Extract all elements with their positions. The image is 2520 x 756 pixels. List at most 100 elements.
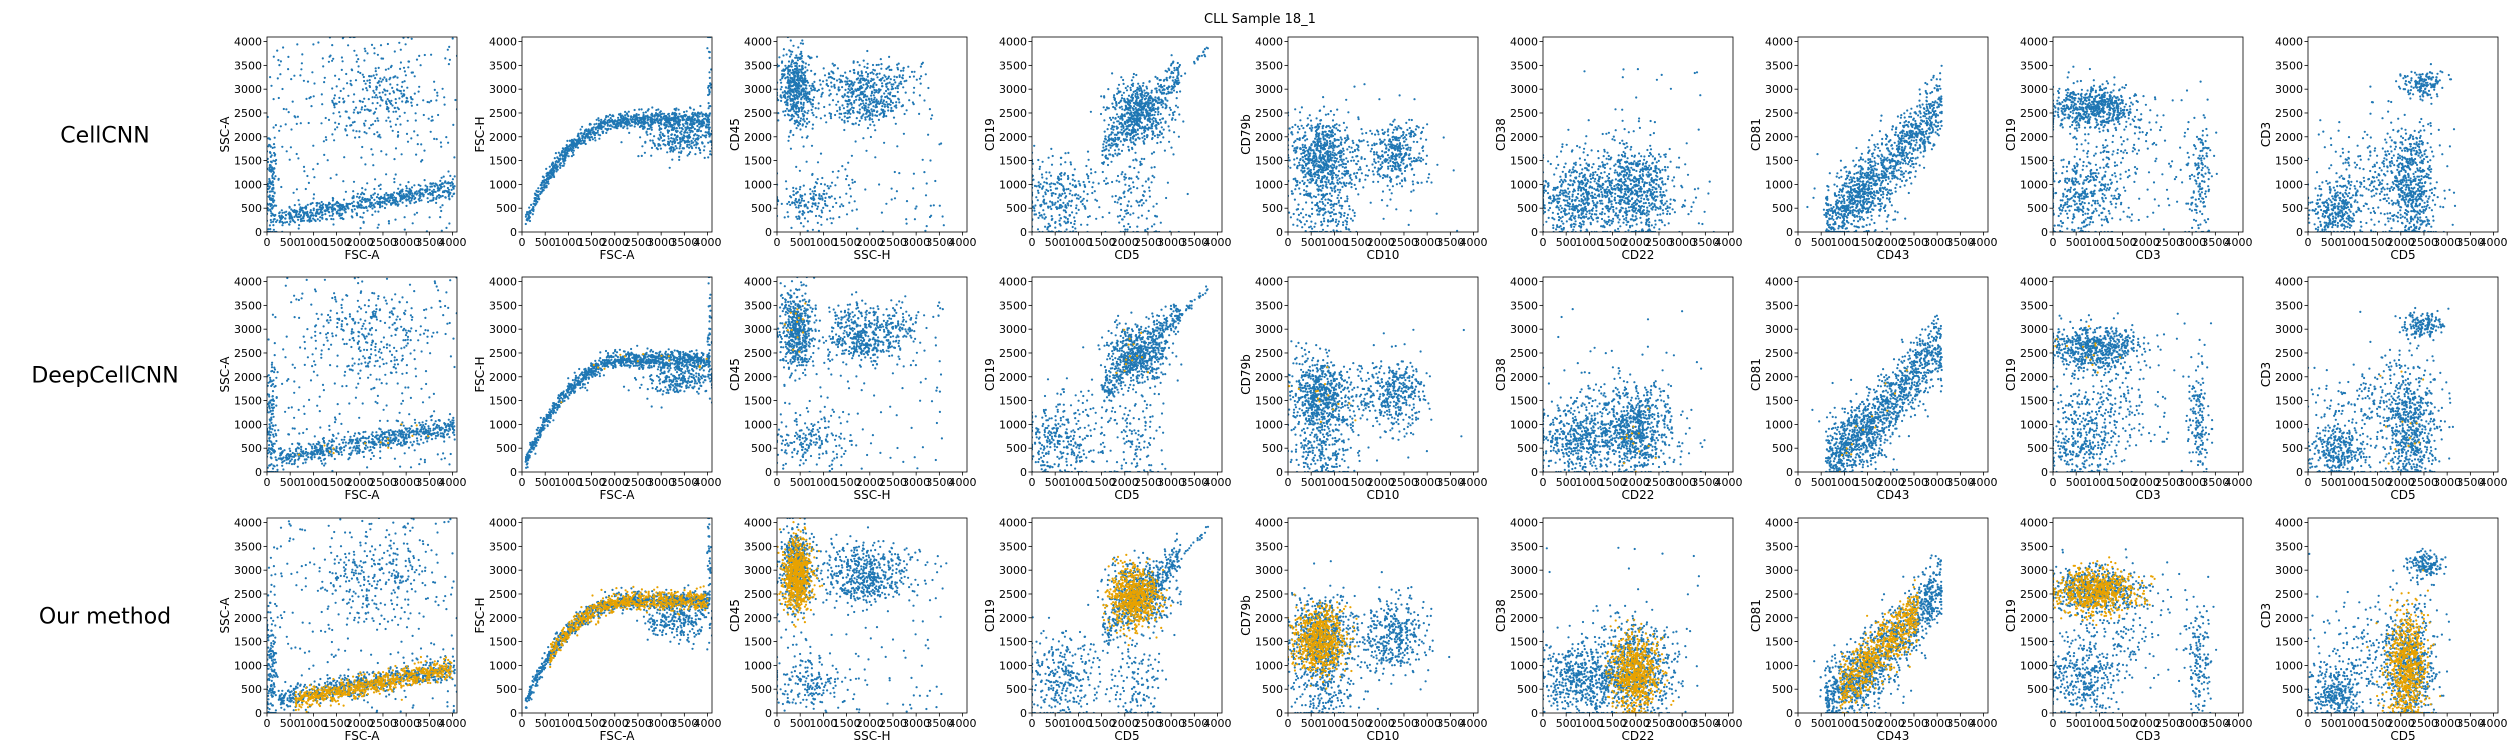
cell-point xyxy=(1082,190,1085,193)
cell-point xyxy=(786,75,789,78)
cell-point xyxy=(905,79,908,82)
cell-point xyxy=(839,81,842,84)
cell-point xyxy=(373,96,377,99)
cell-point xyxy=(881,85,884,88)
cell-point xyxy=(624,116,627,119)
cell-point xyxy=(938,204,941,207)
cell-point xyxy=(915,205,918,208)
cell-point xyxy=(793,75,797,78)
cell-point xyxy=(391,194,395,197)
cell-point xyxy=(709,153,712,156)
cell-point xyxy=(705,119,709,122)
cell-point xyxy=(678,126,681,130)
cell-point xyxy=(414,112,417,115)
cell-point xyxy=(1159,85,1162,88)
cell-point xyxy=(396,135,399,138)
cell-point xyxy=(617,113,621,116)
y-tick-label: 3500 xyxy=(744,59,772,72)
cell-point xyxy=(387,222,391,225)
cell-point xyxy=(677,115,680,118)
cell-point xyxy=(823,183,827,186)
cell-point xyxy=(272,183,275,187)
y-tick-label: 1000 xyxy=(489,178,517,191)
cell-point xyxy=(1145,85,1148,88)
cell-point xyxy=(417,90,420,93)
cell-point xyxy=(649,139,652,142)
cell-point xyxy=(923,99,926,102)
cell-point xyxy=(790,105,793,108)
cell-point xyxy=(356,192,359,195)
cell-point xyxy=(818,194,821,197)
cell-point xyxy=(704,136,707,139)
cell-point xyxy=(792,94,795,97)
cell-point xyxy=(1152,99,1155,102)
cell-point xyxy=(302,211,305,214)
cell-point xyxy=(852,83,855,86)
cell-point xyxy=(429,193,432,196)
cell-point xyxy=(912,103,915,106)
cell-point xyxy=(368,127,371,130)
cell-point xyxy=(847,161,850,164)
cell-point xyxy=(292,191,295,194)
cell-point xyxy=(1178,65,1181,68)
cell-point xyxy=(678,158,681,161)
cell-point xyxy=(268,185,271,188)
cell-point xyxy=(1107,135,1110,139)
cell-point xyxy=(270,212,273,215)
cell-point xyxy=(1132,82,1135,85)
cell-point xyxy=(789,76,792,79)
cell-point xyxy=(1112,121,1115,124)
cell-point xyxy=(337,122,340,125)
cell-point xyxy=(811,99,815,102)
cell-point xyxy=(284,221,287,224)
cell-point xyxy=(912,75,916,78)
cell-point xyxy=(355,214,359,217)
cell-point xyxy=(405,132,409,135)
cell-point xyxy=(366,108,369,111)
cell-point xyxy=(1120,99,1123,102)
cell-point xyxy=(1160,126,1163,129)
cell-point xyxy=(642,111,645,114)
cell-point xyxy=(1123,121,1126,125)
cell-point xyxy=(442,175,445,178)
cell-point xyxy=(1126,85,1129,88)
cell-point xyxy=(831,99,835,102)
cell-point xyxy=(1059,224,1062,227)
cell-point xyxy=(1116,143,1119,146)
cell-point xyxy=(373,187,376,191)
cell-point xyxy=(667,135,670,138)
cell-point xyxy=(928,108,932,111)
cell-point xyxy=(271,190,274,193)
cell-point xyxy=(364,82,367,85)
cell-point xyxy=(345,72,348,76)
cell-point xyxy=(391,129,394,132)
cell-point xyxy=(320,214,324,217)
cell-point xyxy=(1127,108,1130,111)
cell-point xyxy=(865,149,868,152)
cell-point xyxy=(353,208,356,211)
cell-point xyxy=(827,84,830,88)
cell-point xyxy=(535,199,538,202)
cell-point xyxy=(1130,120,1133,123)
cell-point xyxy=(848,99,851,102)
cell-point xyxy=(394,196,397,200)
cell-point xyxy=(780,99,783,102)
cell-point xyxy=(598,137,601,140)
cell-point xyxy=(854,140,857,143)
cell-point xyxy=(299,215,302,218)
cell-point xyxy=(399,183,402,186)
cell-point xyxy=(903,80,906,83)
cell-point xyxy=(380,80,383,83)
cell-point xyxy=(802,83,805,86)
cell-point xyxy=(1156,113,1160,116)
cell-point xyxy=(1127,124,1130,127)
cell-point xyxy=(1111,116,1115,119)
cell-point xyxy=(794,203,797,206)
cell-point xyxy=(845,178,848,181)
cell-point xyxy=(792,115,795,118)
x-tick-label: 3000 xyxy=(647,236,675,249)
cell-point xyxy=(597,122,601,125)
cell-point xyxy=(397,130,400,134)
cell-point xyxy=(386,98,389,101)
cell-point xyxy=(593,136,597,139)
